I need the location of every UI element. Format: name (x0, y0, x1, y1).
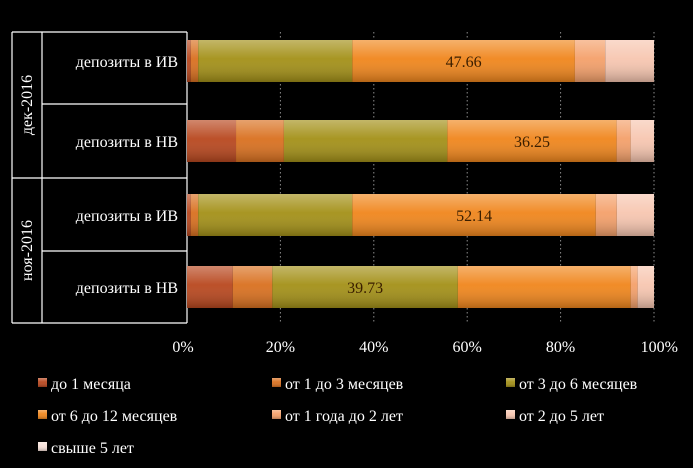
legend-swatch-shade (38, 410, 47, 419)
bar-segment-shade-g1-c0-s3 (352, 194, 596, 236)
bar-segment-shade-g1-c1-s4 (630, 266, 638, 308)
category-labels: депозиты в ИВ депозиты в НВ дек-2016 депози… (19, 54, 178, 297)
legend-label: свыше 5 лет (51, 440, 134, 457)
bar-segment-shade-g0-c0-s4 (574, 40, 606, 82)
data-label: 47.66 (446, 54, 482, 71)
bar-segment-shade-g1-c0-s4 (595, 194, 617, 236)
bar-segment-shade-g1-c0-s0 (187, 194, 191, 236)
bar-segment-shade-g1-c1-s1 (232, 266, 273, 308)
legend-swatch-shade (38, 378, 47, 387)
bar-segment-shade-g0-c0-s3 (352, 40, 575, 82)
bar-segment-shade-g0-c1-s1 (236, 120, 284, 162)
group-label: дек-2016 (19, 75, 36, 135)
bar-segment-shade-g0-c0-s5 (605, 40, 654, 82)
legend-label: до 1 месяца (51, 376, 131, 393)
bar-segment-shade-g0-c1-s2 (283, 120, 448, 162)
bar-segment-shade-g1-c1-s0 (187, 266, 233, 308)
legend-label: от 2 до 5 лет (519, 408, 604, 425)
x-tick-label: 80% (546, 339, 575, 356)
category-label: депозиты в ИВ (76, 208, 178, 225)
x-tick-label: 40% (359, 339, 388, 356)
legend-swatch-shade (38, 442, 47, 451)
x-tick-label: 0% (172, 339, 193, 356)
bar-segment-shade-g0-c0-s1 (190, 40, 199, 82)
bar-segment-shade-g0-c0-s2 (198, 40, 353, 82)
bar-segment-shade-g1-c1-s2 (272, 266, 458, 308)
x-tick-label: 100% (641, 339, 678, 356)
bar-segment-shade-g1-c1-s5 (637, 266, 654, 308)
data-label: 39.73 (347, 280, 383, 297)
bar-segment-shade-g0-c1-s0 (187, 120, 237, 162)
x-tick-label: 60% (453, 339, 482, 356)
category-label: депозиты в НВ (76, 280, 178, 297)
bar-segment-shade-g1-c0-s2 (198, 194, 353, 236)
group-label: ноя-2016 (19, 220, 36, 281)
legend: до 1 месяца от 1 до 3 месяцев от 3 до 6 ме… (38, 376, 638, 457)
legend-swatch-shade (506, 410, 515, 419)
category-label: депозиты в НВ (76, 134, 178, 151)
legend-swatch-shade (272, 410, 281, 419)
bar-segment-shade-g1-c0-s1 (190, 194, 199, 236)
bar-segment-shade-g1-c0-s5 (616, 194, 654, 236)
legend-swatch-shade (272, 378, 281, 387)
bars: 47.66 36.25 52.14 39.73 (187, 40, 654, 308)
bar-segment-shade-g1-c1-s3 (457, 266, 631, 308)
x-axis-ticks: 0% 20% 40% 60% 80% 100% (172, 339, 678, 356)
bar-segment-shade-g0-c1-s4 (616, 120, 631, 162)
bar-segment-shade-g0-c1-s5 (630, 120, 654, 162)
legend-label: от 1 до 3 месяцев (285, 376, 404, 393)
bar-segment-shade-g0-c0-s0 (187, 40, 191, 82)
legend-label: от 1 года до 2 лет (285, 408, 403, 425)
bar-segment-shade-g0-c1-s3 (447, 120, 617, 162)
category-label: депозиты в ИВ (76, 54, 178, 71)
x-tick-label: 20% (266, 339, 295, 356)
legend-label: от 3 до 6 месяцев (519, 376, 638, 393)
data-label: 52.14 (456, 208, 492, 225)
data-label: 36.25 (514, 134, 550, 151)
legend-label: от 6 до 12 месяцев (51, 408, 178, 425)
legend-swatch-shade (506, 378, 515, 387)
